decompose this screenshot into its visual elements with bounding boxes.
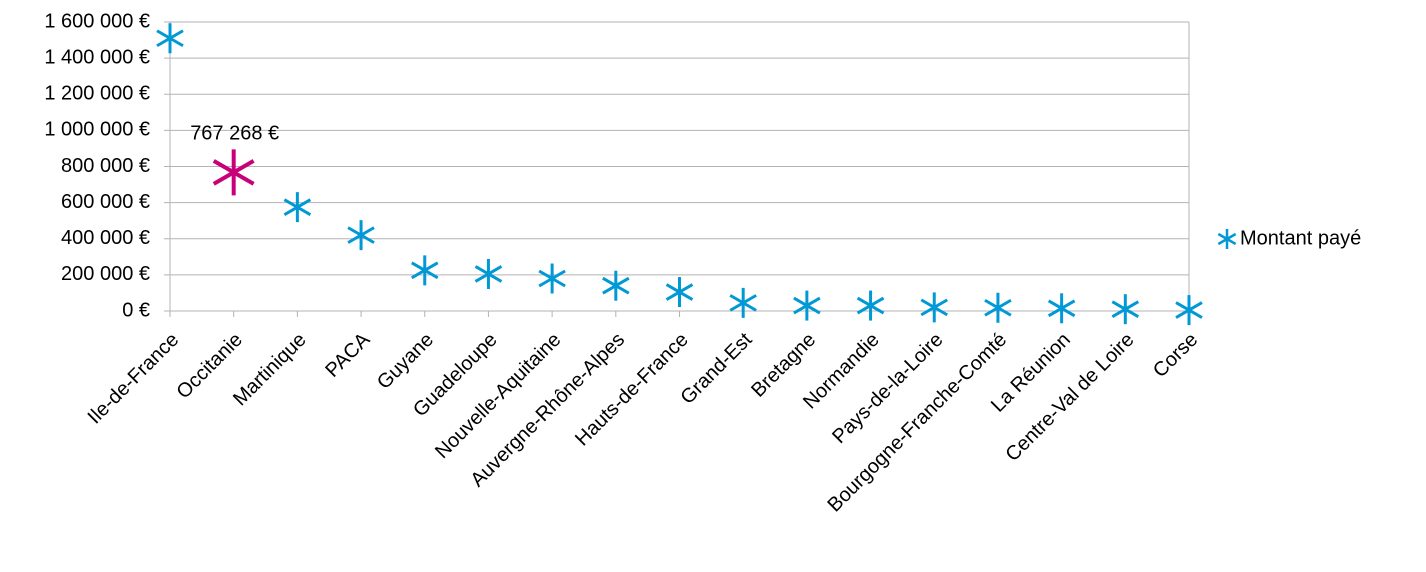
data-point bbox=[665, 277, 694, 308]
data-point bbox=[920, 292, 948, 323]
data-point bbox=[856, 290, 885, 321]
y-tick-label: 1 000 000 € bbox=[44, 119, 150, 141]
label-layer: 767 268 € bbox=[190, 123, 279, 145]
y-tick-label: 0 € bbox=[122, 299, 150, 321]
data-point bbox=[793, 290, 821, 321]
x-tick-label: PACA bbox=[321, 328, 374, 381]
x-tick-label: Guyane bbox=[373, 329, 438, 394]
y-tick-label: 1 200 000 € bbox=[44, 83, 150, 105]
data-point bbox=[729, 287, 757, 318]
y-tick-label: 200 000 € bbox=[61, 263, 150, 285]
data-point bbox=[984, 292, 1012, 323]
x-tick-label: Hauts-de-France bbox=[571, 329, 693, 451]
y-tick-label: 800 000 € bbox=[61, 155, 150, 177]
marker-layer bbox=[156, 23, 1203, 326]
x-tick-label: Corse bbox=[1149, 329, 1202, 382]
x-tick-label: Ile-de-France bbox=[84, 329, 184, 429]
data-label: 767 268 € bbox=[190, 123, 279, 145]
data-point bbox=[1047, 293, 1076, 324]
legend-asterisk bbox=[1217, 229, 1237, 249]
legend-marker-icon bbox=[1217, 229, 1237, 249]
legend: Montant payé bbox=[1217, 227, 1361, 249]
data-point bbox=[283, 192, 312, 223]
data-point bbox=[156, 23, 184, 54]
data-point bbox=[347, 220, 375, 251]
x-tick-label: Centre-Val de Loire bbox=[1001, 329, 1138, 466]
data-point bbox=[1111, 294, 1140, 325]
grid-layer bbox=[170, 21, 1190, 312]
data-point bbox=[538, 263, 566, 294]
y-tick-label: 400 000 € bbox=[61, 227, 150, 249]
y-tick-label: 600 000 € bbox=[61, 191, 150, 213]
data-point bbox=[1175, 295, 1203, 326]
legend-label: Montant payé bbox=[1240, 227, 1361, 249]
y-tick-label: 1 400 000 € bbox=[44, 46, 150, 68]
x-tick-label: Pays-de-la-Loire bbox=[828, 329, 947, 448]
data-point-highlight bbox=[212, 149, 255, 196]
data-point bbox=[411, 255, 439, 286]
y-tick-label: 1 600 000 € bbox=[44, 10, 150, 32]
data-point bbox=[602, 270, 630, 301]
data-point bbox=[474, 258, 503, 289]
axis-layer: 0 € 200 000 € 400 000 € 600 000 € 800 000 € 1… bbox=[44, 10, 1202, 516]
